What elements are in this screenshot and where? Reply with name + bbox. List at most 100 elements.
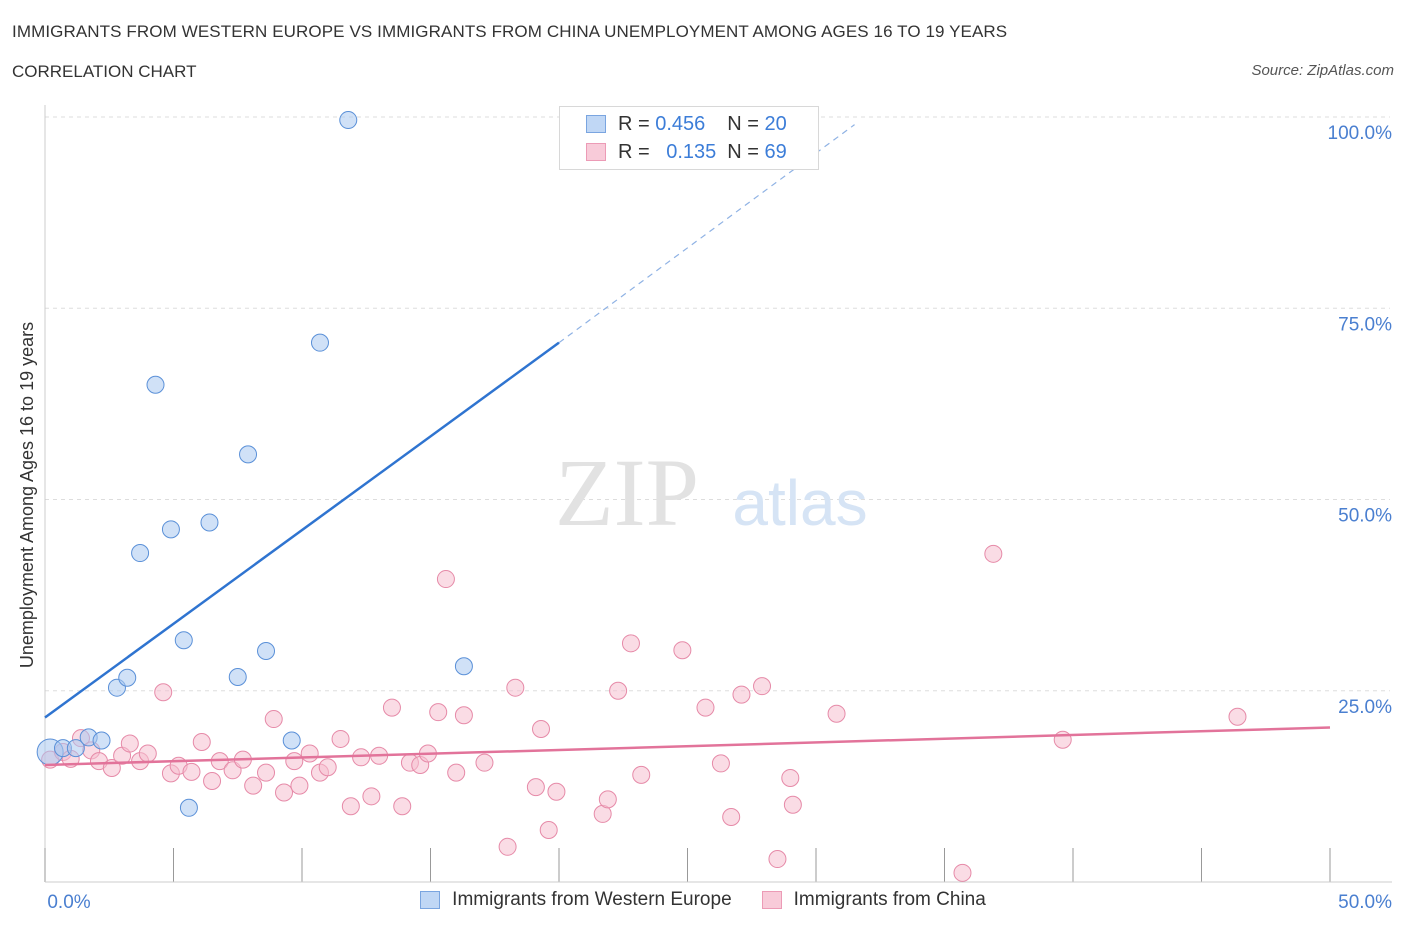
china-point [475, 753, 494, 772]
y-axis-label: Unemployment Among Ages 16 to 19 years [17, 322, 37, 668]
china-point [711, 754, 730, 773]
china-point [498, 837, 517, 856]
china-point [532, 720, 551, 738]
china-point [621, 634, 640, 653]
y-tick-label: 50.0% [1338, 506, 1392, 527]
western-europe-point [200, 513, 219, 532]
legend-n-label: N = [727, 112, 759, 135]
legend-r-label: R = [618, 140, 650, 163]
china-point [393, 797, 412, 816]
western-europe-point [282, 731, 301, 750]
legend-item-western-europe: Immigrants from Western Europe [420, 889, 732, 911]
china-point [290, 776, 309, 795]
chart-title: IMMIGRANTS FROM WESTERN EUROPE VS IMMIGR… [12, 22, 1008, 41]
legend-n-value: 69 [764, 140, 787, 163]
china-point [632, 765, 651, 784]
legend-label-china: Immigrants from China [793, 889, 986, 910]
western-europe-point [92, 731, 111, 750]
western-europe-point [66, 739, 85, 758]
china-point [783, 795, 802, 814]
source-credit: Source: ZipAtlas.com [1251, 62, 1394, 79]
y-tick-label: 75.0% [1338, 314, 1392, 335]
china-point [984, 544, 1003, 563]
western-europe-point [339, 111, 358, 130]
china-point [768, 850, 787, 869]
china-point [275, 783, 294, 802]
y-tick-label: 100.0% [1328, 123, 1393, 144]
legend-swatch-blue [420, 891, 441, 909]
chart-subtitle: CORRELATION CHART [12, 62, 197, 81]
china-point [285, 752, 304, 771]
china-point [539, 820, 558, 839]
legend-swatch-blue [586, 115, 606, 133]
china-trend-line [44, 726, 1331, 767]
western-europe-point [161, 520, 180, 539]
western-europe-point [146, 375, 165, 394]
legend-item-china: Immigrants from China [761, 889, 986, 911]
western-europe-point [454, 657, 473, 676]
china-point [138, 744, 157, 763]
china-point [203, 772, 222, 791]
china-point [257, 763, 276, 782]
china-point [696, 698, 715, 717]
china-point [192, 733, 211, 752]
china-point [120, 734, 139, 753]
china-point [827, 704, 846, 723]
china-point [673, 641, 692, 660]
x-tick-label: 50.0% [1338, 892, 1392, 913]
china-point [526, 778, 545, 797]
legend-row-china: R = 0.135 N = 69 [586, 140, 787, 164]
china-point [429, 703, 448, 722]
china-point [352, 748, 371, 767]
china-point [732, 685, 751, 704]
china-point [436, 570, 455, 589]
watermark-atlas: atlas [732, 467, 867, 539]
china-point [264, 710, 283, 729]
china-point [362, 787, 381, 806]
china-point [318, 758, 337, 777]
china-point [154, 683, 173, 702]
legend-r-value: 0.456 [655, 112, 706, 135]
legend-n-label: N = [727, 140, 759, 163]
china-point [781, 768, 800, 787]
china-point [382, 698, 401, 717]
western-europe-point [228, 667, 247, 686]
legend-label-western-europe: Immigrants from Western Europe [452, 889, 732, 910]
western-europe-point [179, 798, 198, 817]
legend-n-value: 20 [764, 112, 787, 135]
western-europe-point [257, 641, 276, 660]
china-point [182, 762, 201, 781]
western-europe-point [174, 631, 193, 650]
china-point [454, 706, 473, 725]
china-point [300, 744, 319, 763]
china-point [609, 681, 628, 700]
y-tick-label: 25.0% [1338, 697, 1392, 718]
western-europe-point [131, 544, 150, 563]
western-europe-point [239, 445, 258, 464]
legend-row-western-europe: R = 0.456 N = 20 [586, 112, 787, 136]
china-point [1228, 707, 1247, 726]
china-point [447, 763, 466, 782]
watermark-zip: ZIP [555, 439, 699, 546]
western-europe-point [310, 333, 329, 352]
china-point [1053, 730, 1072, 749]
western-europe-trend-line [44, 341, 560, 719]
western-europe-point [118, 668, 137, 687]
legend-swatch-pink [761, 891, 782, 909]
china-point [953, 863, 972, 882]
china-point [722, 807, 741, 826]
china-point [598, 790, 617, 809]
china-point [244, 776, 263, 795]
china-point [341, 797, 360, 816]
correlation-legend: R = 0.456 N = 20 R = 0.135 N = 69 [559, 106, 819, 170]
china-point [331, 729, 350, 748]
china-point [547, 782, 566, 801]
series-legend: Immigrants from Western Europe Immigrant… [0, 889, 1406, 911]
china-point [753, 677, 772, 696]
legend-swatch-pink [586, 143, 606, 161]
legend-r-value: 0.135 [666, 140, 717, 163]
x-tick-label: 0.0% [47, 892, 90, 913]
china-point [506, 678, 525, 697]
legend-r-label: R = [618, 112, 650, 135]
